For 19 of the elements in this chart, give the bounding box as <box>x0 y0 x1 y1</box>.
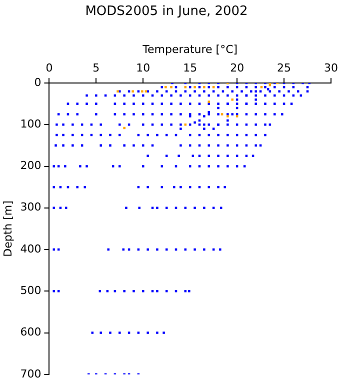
y-tick-label: 0 <box>34 76 42 89</box>
y-tick-label: 700 <box>20 367 42 380</box>
y-tick-label: 600 <box>20 326 42 339</box>
x-tick-label: 0 <box>46 61 53 74</box>
chart-title: MODS2005 in June, 2002 <box>85 4 248 20</box>
y-tick-label: 200 <box>20 159 42 172</box>
x-tick-label: 20 <box>230 61 244 74</box>
x-tick-label: 15 <box>183 61 198 74</box>
x-tick-label: 5 <box>92 61 100 74</box>
point <box>184 123 187 126</box>
y-tick-label: 300 <box>20 200 42 214</box>
x-tick-label: 10 <box>136 61 150 74</box>
y-tick-label: 100 <box>20 117 42 130</box>
x-tick-label: 30 <box>324 61 338 74</box>
x-tick-label: 25 <box>277 61 292 74</box>
y-tick-label: 400 <box>20 242 42 256</box>
y-axis-title: Depth [m] <box>1 200 14 257</box>
y-tick-label: 500 <box>20 284 42 297</box>
x-axis-title: Temperature [°C] <box>142 43 238 56</box>
